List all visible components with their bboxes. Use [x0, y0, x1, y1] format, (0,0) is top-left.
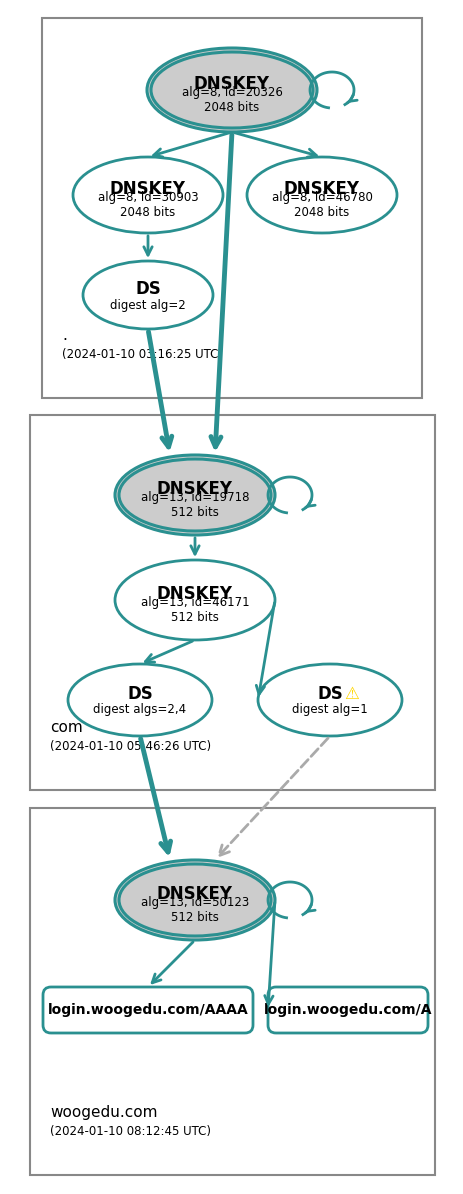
Text: digest algs=2,4: digest algs=2,4	[93, 703, 186, 716]
Text: (2024-01-10 05:46:26 UTC): (2024-01-10 05:46:26 UTC)	[50, 740, 211, 753]
Text: alg=8, id=46780
2048 bits: alg=8, id=46780 2048 bits	[271, 191, 372, 219]
FancyBboxPatch shape	[30, 808, 434, 1175]
Text: login.woogedu.com/AAAA: login.woogedu.com/AAAA	[48, 1003, 248, 1017]
Text: DS: DS	[316, 685, 342, 703]
Ellipse shape	[246, 156, 396, 233]
Ellipse shape	[115, 560, 275, 640]
Ellipse shape	[83, 261, 213, 330]
Ellipse shape	[257, 664, 401, 736]
Text: com: com	[50, 720, 82, 736]
Text: DNSKEY: DNSKEY	[156, 585, 232, 603]
Text: woogedu.com: woogedu.com	[50, 1104, 157, 1120]
Text: (2024-01-10 03:16:25 UTC): (2024-01-10 03:16:25 UTC)	[62, 347, 223, 361]
Ellipse shape	[115, 455, 275, 535]
Text: alg=8, id=30903
2048 bits: alg=8, id=30903 2048 bits	[98, 191, 198, 219]
Ellipse shape	[115, 860, 275, 940]
Ellipse shape	[147, 48, 316, 133]
Text: DNSKEY: DNSKEY	[156, 480, 232, 498]
FancyBboxPatch shape	[268, 987, 427, 1033]
Text: (2024-01-10 08:12:45 UTC): (2024-01-10 08:12:45 UTC)	[50, 1125, 211, 1138]
Text: DNSKEY: DNSKEY	[194, 75, 269, 93]
Text: alg=13, id=46171
512 bits: alg=13, id=46171 512 bits	[140, 596, 249, 624]
Text: .: .	[62, 328, 67, 343]
Ellipse shape	[73, 156, 223, 233]
Text: DS: DS	[135, 281, 161, 298]
Text: DNSKEY: DNSKEY	[110, 180, 186, 198]
Text: digest alg=2: digest alg=2	[110, 298, 186, 312]
Ellipse shape	[68, 664, 212, 736]
Text: ⚠: ⚠	[344, 685, 359, 703]
Text: digest alg=1: digest alg=1	[292, 703, 367, 716]
FancyBboxPatch shape	[30, 416, 434, 790]
Text: DS: DS	[127, 685, 152, 703]
Text: alg=13, id=50123
512 bits: alg=13, id=50123 512 bits	[141, 896, 249, 924]
Text: alg=8, id=20326
2048 bits: alg=8, id=20326 2048 bits	[181, 86, 282, 113]
Text: alg=13, id=19718
512 bits: alg=13, id=19718 512 bits	[140, 491, 249, 519]
FancyBboxPatch shape	[43, 987, 252, 1033]
Text: DNSKEY: DNSKEY	[156, 885, 232, 903]
Text: login.woogedu.com/A: login.woogedu.com/A	[263, 1003, 432, 1017]
Text: DNSKEY: DNSKEY	[283, 180, 359, 198]
FancyBboxPatch shape	[42, 18, 421, 398]
